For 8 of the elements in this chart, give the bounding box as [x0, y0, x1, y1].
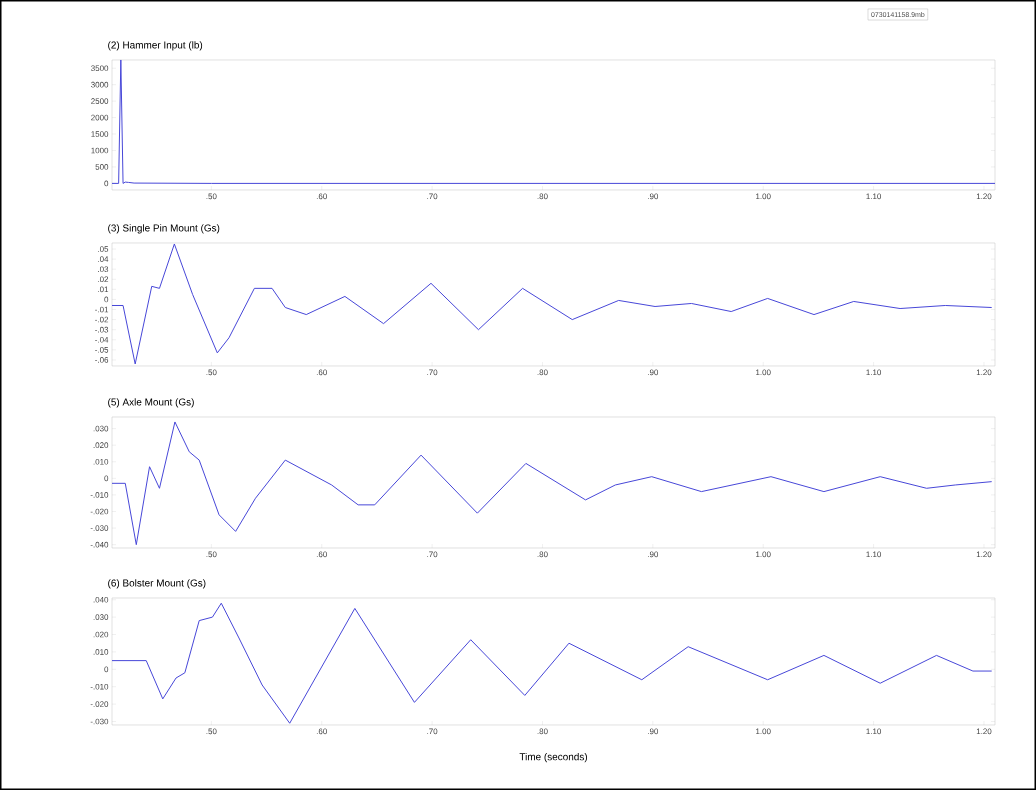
chart-title: (2) Hammer Input (lb)	[108, 41, 203, 51]
line-series	[111, 243, 993, 365]
line-series	[111, 59, 996, 184]
chart-title: (3) Single Pin Mount (Gs)	[108, 224, 220, 234]
line-series	[111, 421, 993, 546]
chart-title: (6) Bolster Mount (Gs)	[108, 579, 206, 589]
x-axis-title: Time (seconds)	[519, 752, 588, 763]
chart-title: (5) Axle Mount (Gs)	[108, 398, 194, 408]
